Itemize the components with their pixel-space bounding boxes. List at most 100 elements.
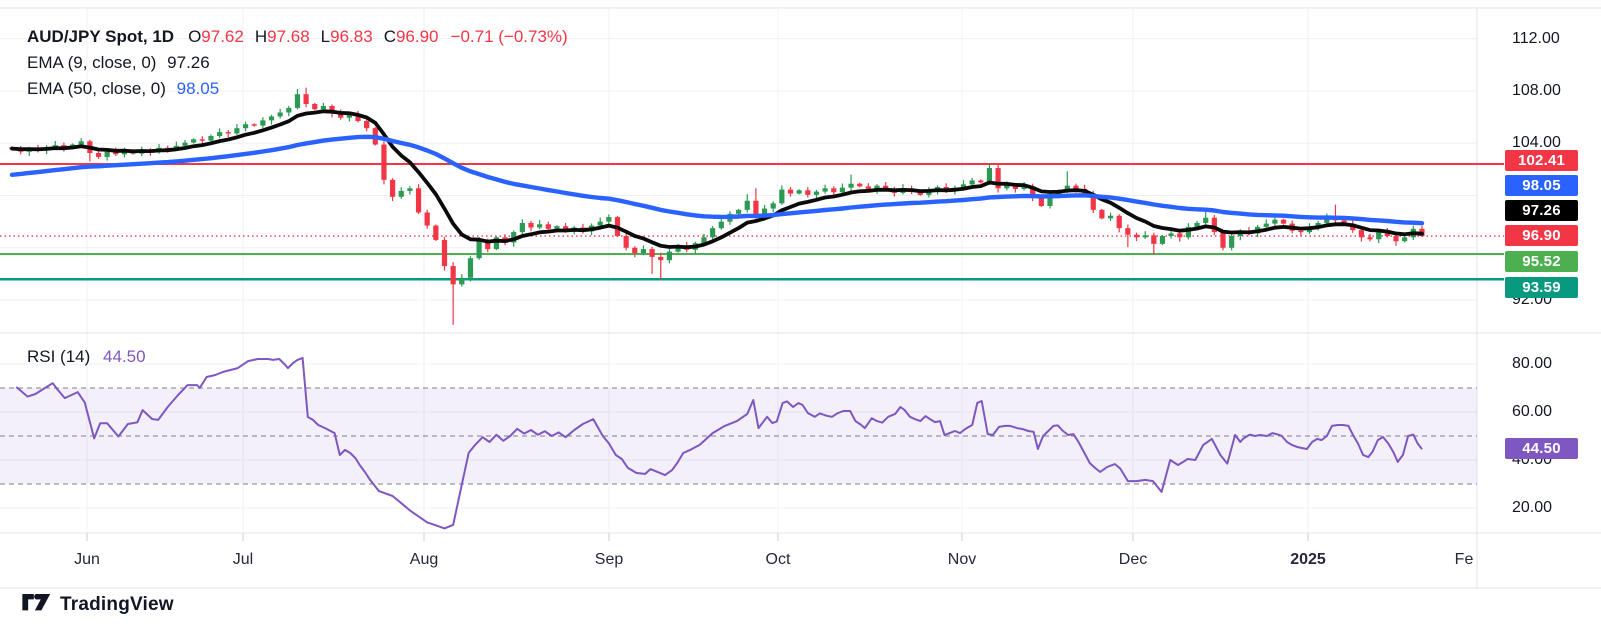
- candle-body: [191, 139, 197, 143]
- candle-body: [857, 183, 863, 187]
- candle-body: [493, 237, 499, 250]
- candle-body: [1376, 232, 1382, 240]
- candle-body: [346, 115, 352, 118]
- candle-body: [312, 104, 318, 110]
- candle-body: [217, 132, 223, 137]
- price-axis-badge: 102.41: [1505, 149, 1578, 171]
- candle-body: [242, 124, 249, 129]
- change-value: −0.71 (−0.73%): [450, 27, 568, 46]
- candle-body: [537, 224, 543, 228]
- candle-body: [848, 183, 854, 188]
- ema50-value: 98.05: [176, 79, 220, 98]
- candle-body: [1142, 235, 1148, 238]
- candle-body: [424, 212, 430, 226]
- candle-body: [718, 221, 724, 229]
- candle-body: [208, 136, 214, 141]
- candle-body: [1159, 236, 1166, 244]
- tradingview-logo-text: TradingView: [60, 594, 174, 615]
- ema50-label: EMA (50, close, 0): [27, 79, 166, 98]
- ema50-legend[interactable]: EMA (50, close, 0) 98.05: [27, 79, 219, 99]
- candle-body: [1367, 237, 1373, 240]
- candle-body: [407, 188, 413, 191]
- candle-body: [545, 224, 551, 229]
- candle-body: [597, 221, 603, 226]
- candle-body: [1263, 223, 1269, 227]
- candle-body: [52, 145, 58, 148]
- rsi-value: 44.50: [103, 347, 146, 366]
- time-label: Nov: [947, 551, 977, 568]
- candle-body: [874, 185, 880, 190]
- candle-body: [969, 180, 975, 185]
- rsi-tick-label: 80.00: [1512, 355, 1553, 372]
- candle-body: [736, 209, 742, 214]
- candle-body: [1185, 226, 1191, 238]
- candle-body: [960, 184, 967, 188]
- candle-body: [632, 247, 638, 254]
- candle-body: [563, 226, 569, 231]
- candle-body: [796, 190, 802, 194]
- price-tick-label: 104.00: [1512, 134, 1561, 152]
- rsi-tick-label: 60.00: [1512, 403, 1553, 420]
- candle-body: [1341, 220, 1347, 224]
- candle-body: [554, 226, 560, 229]
- candle-body: [398, 190, 404, 197]
- candle-body: [1220, 232, 1226, 248]
- rsi-legend[interactable]: RSI (14) 44.50: [27, 347, 146, 367]
- candle-body: [415, 188, 422, 213]
- ema50-line: [9, 134, 1425, 226]
- candle-body: [459, 277, 465, 285]
- candle-body: [1168, 233, 1174, 237]
- candle-body: [1012, 185, 1018, 189]
- candle-body: [1315, 222, 1321, 227]
- candle-body: [286, 107, 292, 113]
- candle-body: [666, 251, 672, 261]
- candle-body: [113, 151, 119, 155]
- candle-body: [658, 256, 664, 261]
- candle-body: [390, 179, 396, 197]
- candle-body: [1125, 228, 1131, 235]
- ohlc-key: C: [383, 27, 396, 46]
- candle-body: [779, 189, 785, 204]
- candle-body: [476, 241, 482, 259]
- price-axis-badge: 97.26: [1505, 200, 1578, 221]
- ema9-legend[interactable]: EMA (9, close, 0) 97.26: [27, 53, 210, 73]
- candle-body: [1203, 217, 1209, 223]
- candle-body: [1211, 217, 1217, 233]
- candle-body: [355, 115, 361, 121]
- candle-body: [1030, 186, 1036, 199]
- candle-body: [1064, 185, 1070, 191]
- time-label: Oct: [765, 551, 791, 568]
- rsi-label: RSI (14): [27, 347, 91, 366]
- candle-body: [1402, 237, 1408, 242]
- candle-body: [1004, 185, 1010, 189]
- candle-body: [95, 153, 102, 157]
- ohlc-key: O: [188, 27, 202, 46]
- candle-body: [831, 188, 837, 193]
- candle-body: [467, 258, 474, 278]
- candle-body: [753, 200, 759, 215]
- candle-body: [338, 113, 344, 118]
- rsi-tick-label: 20.00: [1512, 499, 1553, 516]
- candle-body: [303, 94, 309, 105]
- candle-body: [234, 128, 240, 134]
- candle-body: [1133, 234, 1140, 238]
- candle-body: [883, 185, 889, 189]
- candle-body: [787, 189, 794, 194]
- tradingview-logo[interactable]: TradingView: [22, 594, 174, 616]
- candle-body: [986, 168, 993, 183]
- candle-body: [1151, 235, 1157, 244]
- candle-body: [1099, 209, 1105, 219]
- candle-body: [182, 142, 188, 146]
- candle-body: [822, 188, 828, 192]
- time-label: Sep: [594, 551, 624, 568]
- candle-body: [640, 249, 647, 254]
- symbol-legend[interactable]: AUD/JPY Spot, 1D O97.62 H97.68 L96.83 C96.90…: [27, 27, 568, 47]
- candle-body: [813, 191, 820, 195]
- candle-body: [1229, 236, 1235, 248]
- ema9-line: [10, 109, 1424, 250]
- price-tick-label: 112.00: [1512, 29, 1560, 47]
- time-label: Jun: [74, 551, 100, 568]
- candle-body: [320, 105, 326, 110]
